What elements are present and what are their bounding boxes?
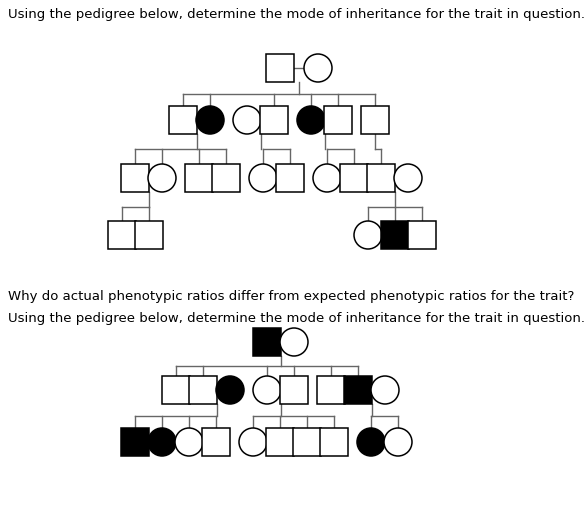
Bar bbox=[260, 106, 288, 134]
Text: Why do actual phenotypic ratios differ from expected phenotypic ratios for the t: Why do actual phenotypic ratios differ f… bbox=[8, 290, 574, 303]
Bar bbox=[276, 164, 304, 192]
Bar bbox=[162, 376, 190, 404]
Bar bbox=[324, 106, 352, 134]
Bar bbox=[293, 428, 321, 456]
Bar bbox=[317, 376, 345, 404]
Bar bbox=[135, 221, 163, 249]
Bar bbox=[185, 164, 213, 192]
Bar bbox=[381, 221, 409, 249]
Bar bbox=[367, 164, 395, 192]
Circle shape bbox=[371, 376, 399, 404]
Circle shape bbox=[148, 428, 176, 456]
Bar bbox=[121, 164, 149, 192]
Bar bbox=[202, 428, 230, 456]
Bar bbox=[280, 376, 308, 404]
Circle shape bbox=[357, 428, 385, 456]
Bar bbox=[266, 54, 294, 82]
Circle shape bbox=[297, 106, 325, 134]
Bar bbox=[212, 164, 240, 192]
Bar bbox=[169, 106, 197, 134]
Circle shape bbox=[354, 221, 382, 249]
Text: Using the pedigree below, determine the mode of inheritance for the trait in que: Using the pedigree below, determine the … bbox=[8, 312, 585, 325]
Bar bbox=[253, 328, 281, 356]
Bar bbox=[266, 428, 294, 456]
Bar bbox=[108, 221, 136, 249]
Circle shape bbox=[233, 106, 261, 134]
Circle shape bbox=[175, 428, 203, 456]
Circle shape bbox=[280, 328, 308, 356]
Bar bbox=[121, 428, 149, 456]
Circle shape bbox=[249, 164, 277, 192]
Bar bbox=[408, 221, 436, 249]
Bar bbox=[361, 106, 389, 134]
Circle shape bbox=[394, 164, 422, 192]
Circle shape bbox=[216, 376, 244, 404]
Circle shape bbox=[304, 54, 332, 82]
Bar bbox=[340, 164, 368, 192]
Circle shape bbox=[384, 428, 412, 456]
Circle shape bbox=[253, 376, 281, 404]
Bar bbox=[189, 376, 217, 404]
Circle shape bbox=[313, 164, 341, 192]
Circle shape bbox=[239, 428, 267, 456]
Text: Using the pedigree below, determine the mode of inheritance for the trait in que: Using the pedigree below, determine the … bbox=[8, 8, 585, 21]
Bar bbox=[344, 376, 372, 404]
Circle shape bbox=[196, 106, 224, 134]
Circle shape bbox=[148, 164, 176, 192]
Bar bbox=[320, 428, 348, 456]
